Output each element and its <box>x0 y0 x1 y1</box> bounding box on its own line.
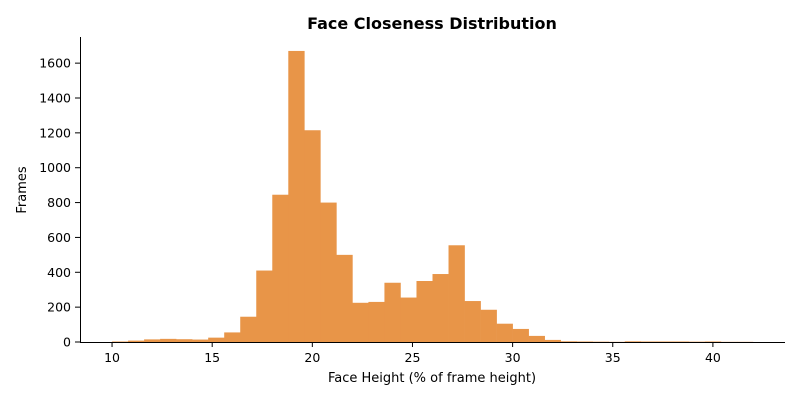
y-tick-label: 1000 <box>39 160 71 175</box>
y-axis-label: Frames <box>15 166 30 214</box>
histogram-bar <box>208 337 225 342</box>
histogram-bar <box>160 338 177 342</box>
y-tick-label: 400 <box>47 265 71 280</box>
histogram-bar <box>240 316 257 342</box>
histogram-bar <box>352 302 369 342</box>
histogram-bar <box>272 194 289 342</box>
histogram-bar <box>704 341 722 342</box>
histogram-bar <box>304 130 321 342</box>
histogram-bar <box>416 281 433 342</box>
histogram-bar <box>320 202 337 342</box>
histogram-bar <box>368 301 385 342</box>
histogram-bar <box>464 301 481 342</box>
histogram-bar <box>656 341 674 342</box>
y-tick-label: 800 <box>47 195 71 210</box>
bars-group <box>112 50 754 342</box>
histogram-bar <box>128 340 145 342</box>
y-tick-label: 600 <box>47 230 71 245</box>
histogram-bar <box>176 339 193 342</box>
y-tick-label: 1400 <box>39 91 71 106</box>
histogram-bar <box>112 341 129 342</box>
x-tick-label: 15 <box>204 350 220 365</box>
y-tick-label: 200 <box>47 300 71 315</box>
histogram-bar <box>528 335 545 342</box>
x-tick-label: 20 <box>304 350 320 365</box>
y-tick-label: 1600 <box>39 56 71 71</box>
histogram-bar <box>640 341 658 342</box>
x-tick-label: 10 <box>104 350 120 365</box>
x-tick-label: 25 <box>405 350 421 365</box>
histogram-bar <box>192 339 209 342</box>
histogram-bar <box>400 297 417 342</box>
histogram-bar <box>224 332 241 342</box>
histogram-bar <box>512 328 529 342</box>
histogram-bar <box>256 270 273 342</box>
x-tick-label: 35 <box>605 350 621 365</box>
y-tick-label: 1200 <box>39 125 71 140</box>
histogram-bar <box>544 339 561 342</box>
x-tick-label: 40 <box>705 350 721 365</box>
histogram-bar <box>480 309 497 342</box>
histogram-bar <box>624 341 642 342</box>
histogram-bar <box>384 282 401 342</box>
chart-title: Face Closeness Distribution <box>307 14 557 33</box>
histogram-bar <box>336 254 353 342</box>
x-axis-label: Face Height (% of frame height) <box>328 371 536 386</box>
histogram-bar <box>288 50 305 342</box>
histogram-bar <box>576 341 594 342</box>
y-tick-label: 0 <box>63 335 71 350</box>
x-tick-label: 30 <box>505 350 521 365</box>
histogram-bar <box>672 341 690 342</box>
x-ticks-group: 10 15 20 25 30 35 40 <box>104 342 721 365</box>
histogram-bar <box>496 323 513 342</box>
histogram-bar <box>448 245 465 342</box>
histogram-bar <box>144 339 161 342</box>
histogram-bar <box>432 274 449 342</box>
histogram-bar <box>560 341 578 342</box>
y-ticks-group: 0 200 400 600 800 1000 1200 1400 1600 <box>39 56 80 350</box>
